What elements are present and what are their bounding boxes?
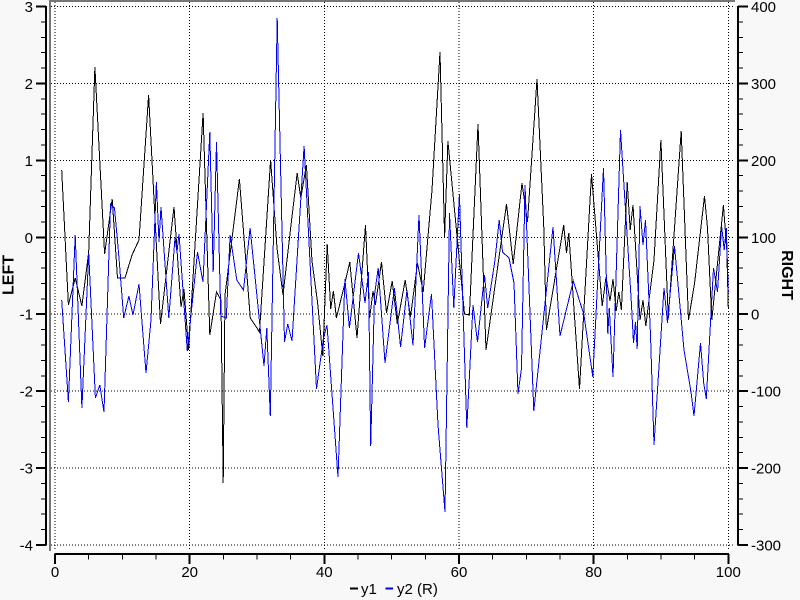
svg-text:0: 0 [25, 230, 33, 247]
svg-text:400: 400 [751, 0, 776, 16]
svg-text:LEFT: LEFT [1, 255, 18, 295]
svg-text:-300: -300 [751, 538, 781, 555]
svg-text:y1: y1 [361, 581, 377, 598]
svg-text:3: 3 [25, 0, 33, 16]
svg-text:-3: -3 [20, 461, 33, 478]
svg-text:0: 0 [751, 307, 759, 324]
svg-text:100: 100 [751, 230, 776, 247]
svg-text:40: 40 [316, 564, 333, 581]
svg-text:300: 300 [751, 76, 776, 93]
svg-text:y2 (R): y2 (R) [397, 581, 438, 598]
svg-text:0: 0 [51, 564, 59, 581]
svg-text:20: 20 [181, 564, 198, 581]
svg-text:200: 200 [751, 153, 776, 170]
svg-text:-200: -200 [751, 461, 781, 478]
svg-text:80: 80 [585, 564, 602, 581]
svg-text:100: 100 [716, 564, 741, 581]
svg-text:2: 2 [25, 76, 33, 93]
svg-text:-2: -2 [20, 384, 33, 401]
svg-text:-100: -100 [751, 384, 781, 401]
svg-text:1: 1 [25, 153, 33, 170]
svg-text:RIGHT: RIGHT [778, 250, 795, 300]
svg-text:-4: -4 [20, 538, 33, 555]
svg-text:-1: -1 [20, 307, 33, 324]
svg-text:60: 60 [451, 564, 468, 581]
